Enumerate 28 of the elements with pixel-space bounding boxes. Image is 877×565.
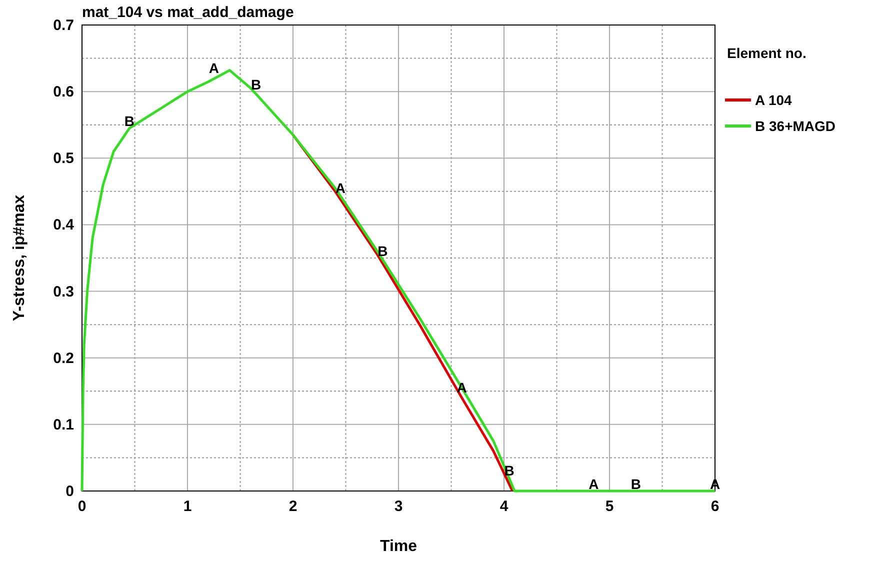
x-tick-label: 4 — [500, 498, 509, 515]
chart-title: mat_104 vs mat_add_damage — [82, 4, 294, 21]
annotation: B — [630, 476, 641, 492]
y-tick-label: 0 — [66, 483, 74, 500]
legend-label: B 36+MAGD — [755, 118, 836, 134]
y-tick-label: 0.5 — [53, 150, 74, 168]
x-axis-title: Time — [380, 538, 418, 555]
y-tick-label: 0.1 — [53, 416, 74, 434]
x-tick-label: 2 — [288, 498, 298, 515]
x-tick-label: 5 — [605, 498, 614, 515]
annotation: A — [335, 180, 346, 196]
annotation: B — [378, 243, 388, 259]
legend-title: Element no. — [727, 45, 806, 61]
annotation: B — [251, 76, 262, 93]
x-tick-label: 6 — [710, 498, 720, 515]
y-tick-label: 0.6 — [53, 84, 74, 101]
y-tick-label: 0.2 — [53, 350, 74, 367]
y-axis-title: Y-stress, ip#max — [11, 194, 28, 322]
y-tick-label: 0.7 — [53, 17, 74, 34]
y-tick-label: 0.3 — [53, 283, 74, 300]
x-tick-label: 0 — [78, 498, 86, 515]
annotation: B — [124, 113, 135, 130]
annotation: A — [208, 60, 219, 76]
annotation: A — [588, 476, 599, 492]
x-tick-label: 3 — [394, 498, 403, 515]
y-tick-label: 0.4 — [53, 216, 75, 234]
x-tick-label: 1 — [183, 498, 192, 515]
legend-label: A 104 — [755, 92, 792, 108]
